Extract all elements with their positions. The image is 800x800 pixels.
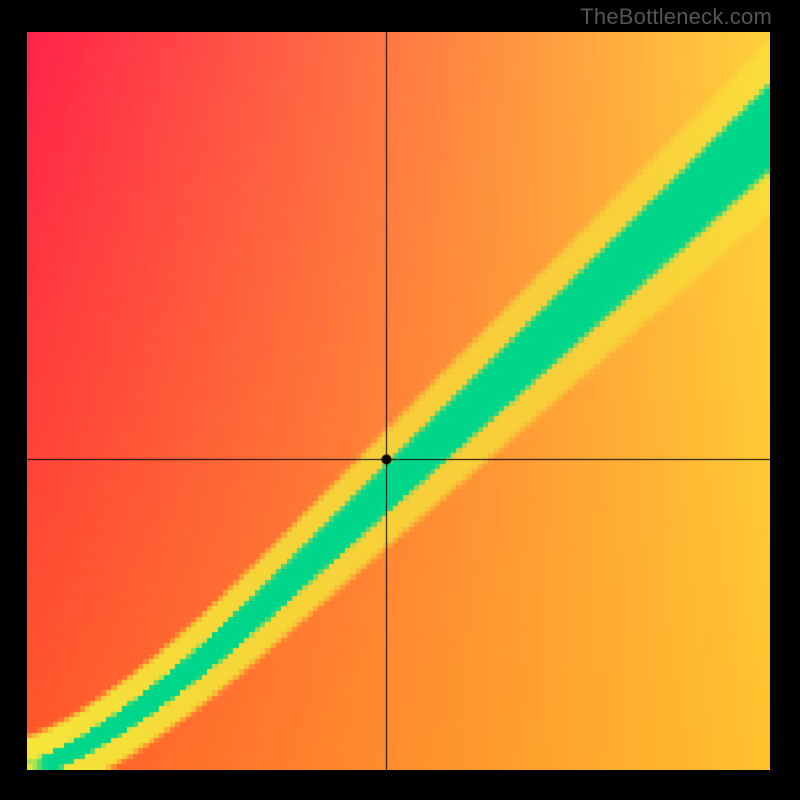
plot-area — [27, 32, 770, 770]
bottleneck-heatmap — [27, 32, 770, 770]
attribution-label: TheBottleneck.com — [580, 4, 772, 30]
chart-outer: TheBottleneck.com — [0, 0, 800, 800]
